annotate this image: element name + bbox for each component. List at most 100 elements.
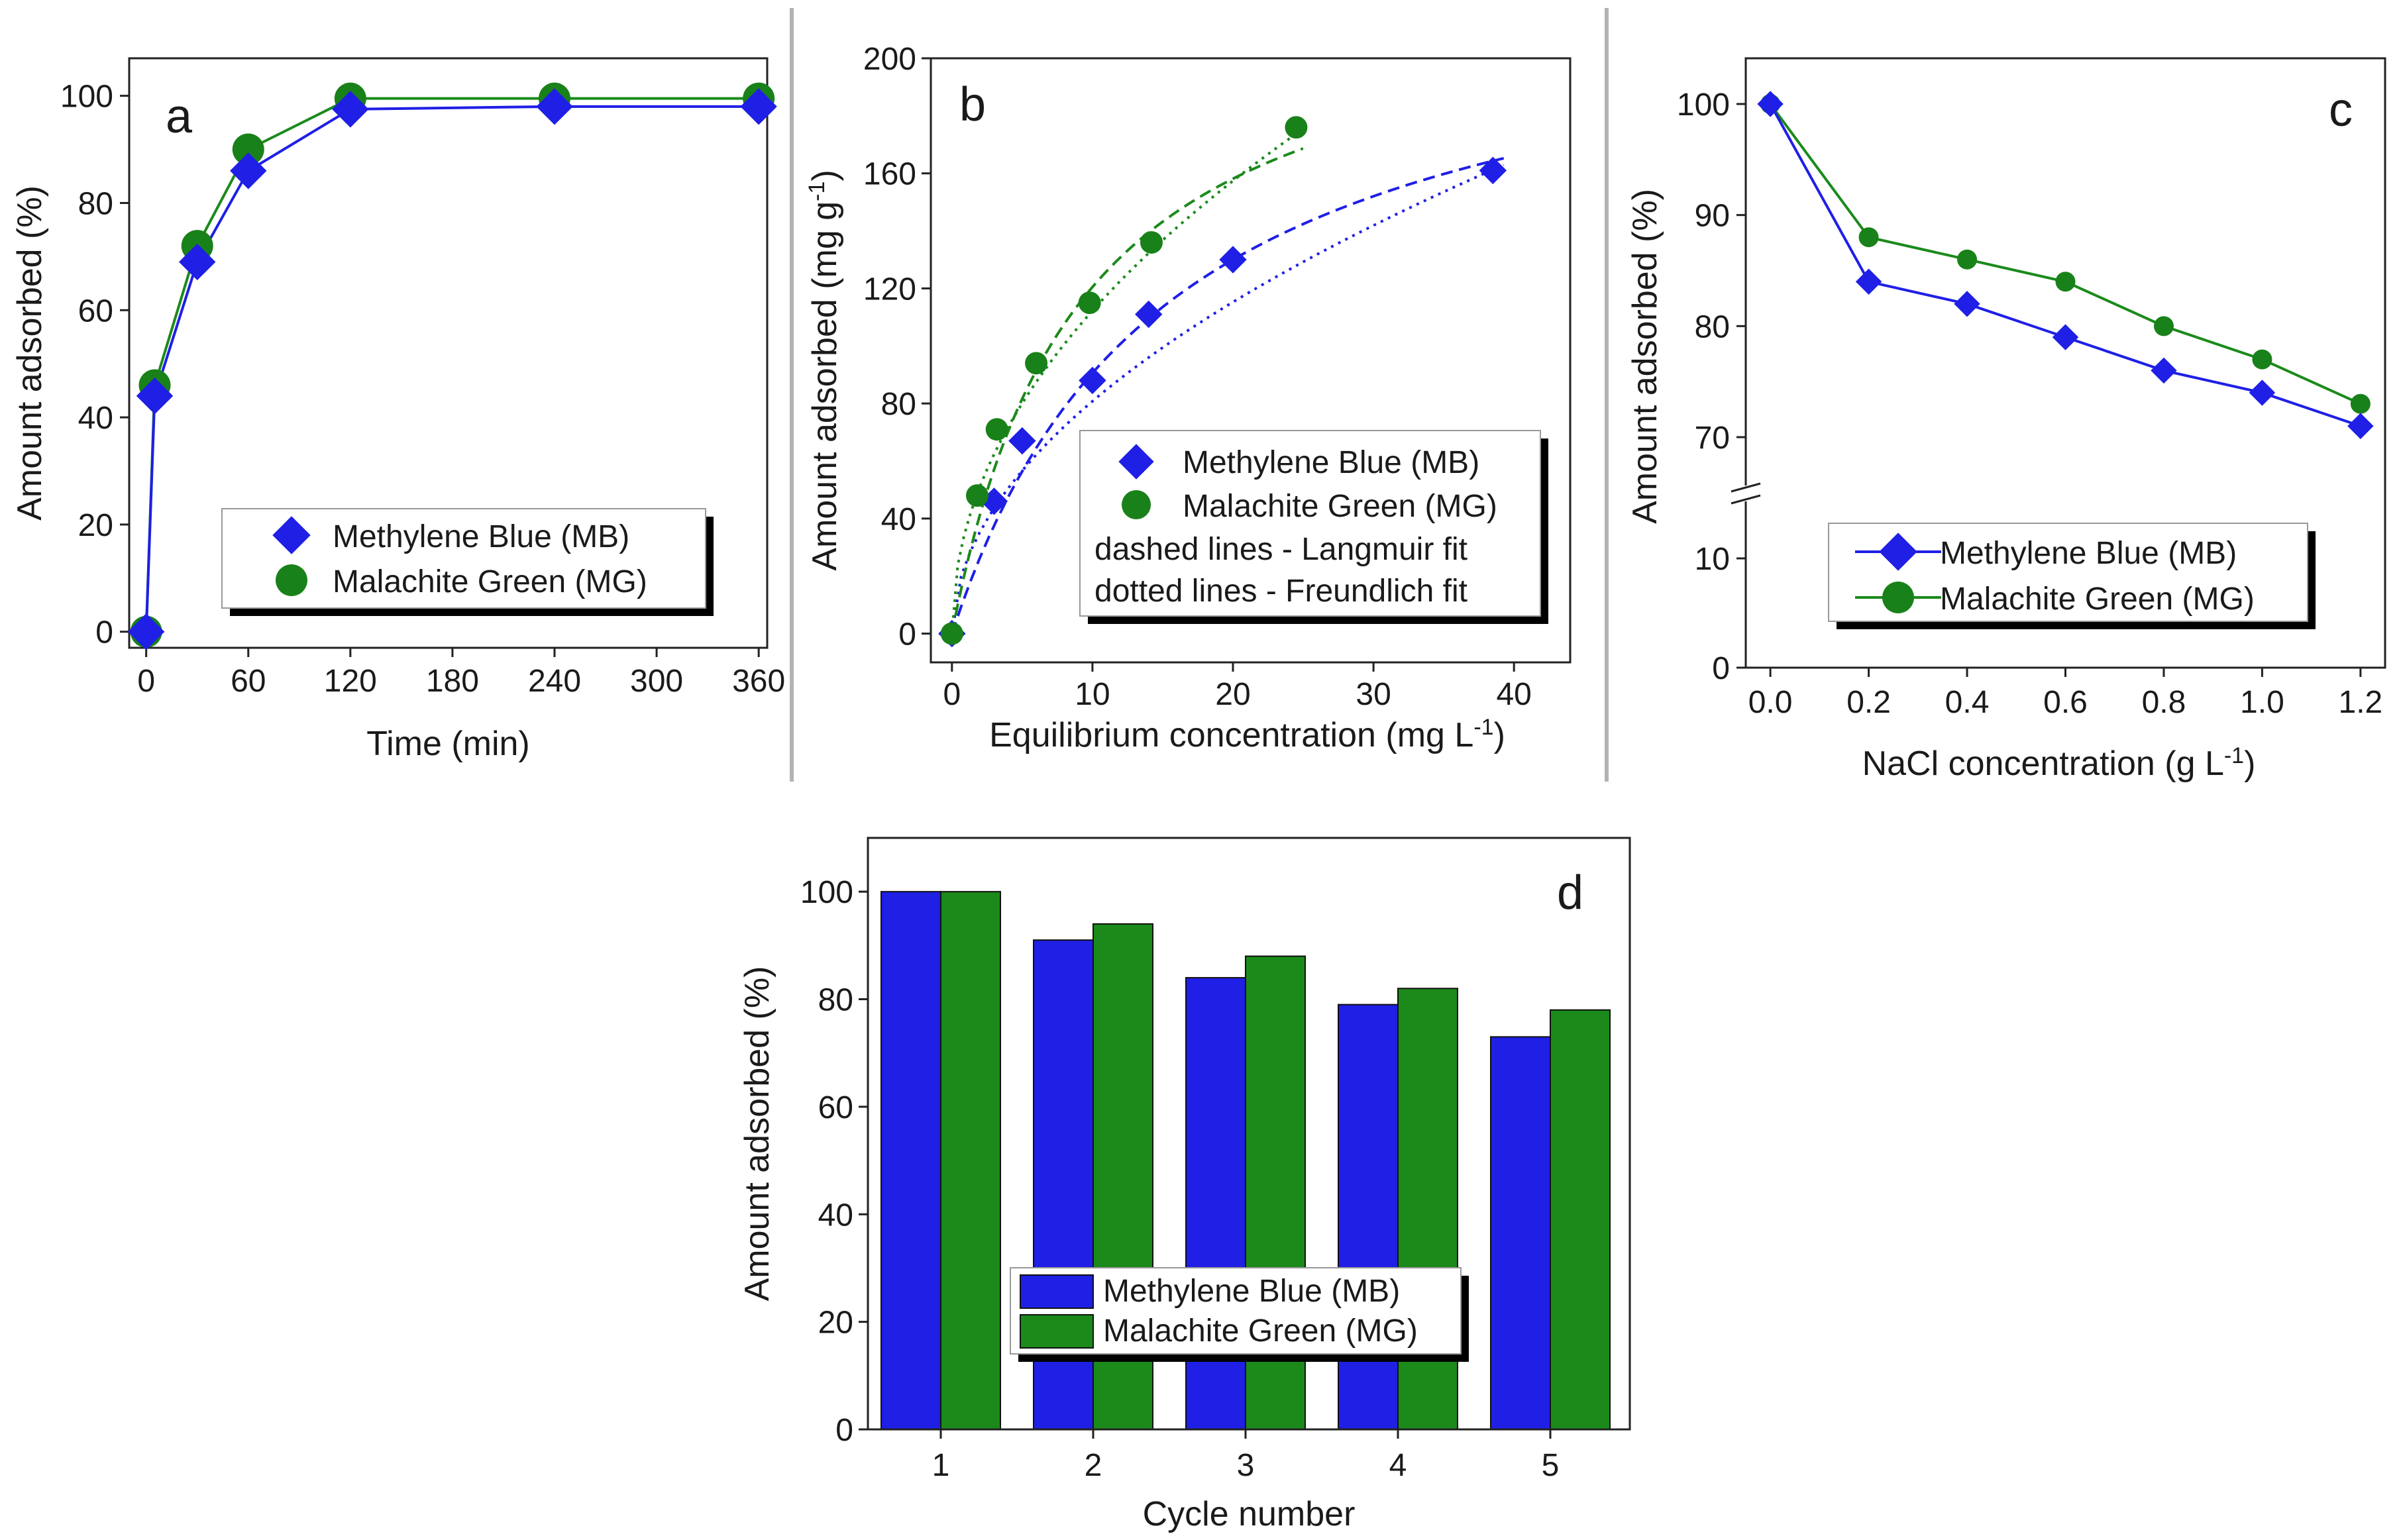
y-tick-label: 40 bbox=[818, 1198, 853, 1233]
x-tick-label: 20 bbox=[1215, 677, 1250, 712]
x-tick-label: 10 bbox=[1075, 677, 1110, 712]
bar-mg bbox=[940, 891, 1001, 1430]
x-tick-label: 0.2 bbox=[1846, 685, 1891, 720]
legend-label-mb: Methylene Blue (MB) bbox=[1103, 1274, 1400, 1309]
fit-curve-freundlich-mb bbox=[950, 164, 1505, 634]
y-axis-label: Amount adsorbed (mg g-1) bbox=[804, 170, 844, 570]
legend-swatch-mg bbox=[1020, 1314, 1094, 1349]
x-tick-label: 5 bbox=[1542, 1448, 1560, 1483]
bar-mb bbox=[880, 891, 941, 1430]
axis-break-mark bbox=[1731, 494, 1761, 505]
y-tick-label: 120 bbox=[863, 272, 916, 307]
x-tick-label: 300 bbox=[630, 664, 683, 699]
data-point-mg bbox=[1078, 291, 1101, 315]
data-point-mg bbox=[985, 418, 1008, 441]
x-tick-label: 0.6 bbox=[2043, 685, 2088, 720]
data-point-mb bbox=[536, 88, 573, 125]
data-point-mg bbox=[2153, 316, 2174, 336]
data-point-mb bbox=[332, 91, 369, 128]
bar-mg bbox=[1397, 988, 1458, 1430]
data-point-mg bbox=[2350, 393, 2371, 414]
series-line-mb bbox=[1769, 103, 2361, 428]
bar-mb bbox=[1338, 1003, 1399, 1431]
legend-box bbox=[1079, 430, 1541, 617]
y-tick-label: 80 bbox=[1695, 309, 1730, 344]
data-point-mg bbox=[1858, 227, 1879, 248]
data-point-mg bbox=[1957, 249, 1978, 270]
x-tick-label: 120 bbox=[324, 664, 377, 699]
y-tick-label: 160 bbox=[863, 157, 916, 192]
y-tick-label: 0 bbox=[95, 615, 113, 650]
x-axis-label-end: ) bbox=[1494, 716, 1505, 754]
data-point-mb bbox=[2347, 413, 2374, 439]
x-tick-label: 1.2 bbox=[2339, 685, 2383, 720]
data-point-mb bbox=[1219, 246, 1247, 274]
x-axis-label-main: Equilibrium concentration (mg L bbox=[989, 716, 1473, 754]
bar-mb bbox=[1490, 1036, 1551, 1430]
plot-frame bbox=[930, 57, 1572, 664]
x-axis-label-end: ) bbox=[2244, 744, 2255, 783]
x-tick-label: 30 bbox=[1356, 677, 1391, 712]
data-point-mg bbox=[232, 133, 264, 166]
legend-label-mg: Malachite Green (MG) bbox=[333, 564, 647, 599]
y-tick-label: 90 bbox=[1695, 199, 1730, 234]
y-tick-label: 100 bbox=[1677, 87, 1730, 123]
legend-marker-mg bbox=[1122, 490, 1151, 519]
x-axis-label: Time (min) bbox=[366, 725, 530, 763]
data-point-mb bbox=[2249, 380, 2276, 406]
x-tick-label: 360 bbox=[732, 664, 785, 699]
y-tick-label: 0 bbox=[898, 617, 916, 652]
x-axis-label-sup: -1 bbox=[1473, 715, 1493, 740]
panel-letter: d bbox=[1557, 866, 1583, 919]
data-point-mb bbox=[1855, 268, 1882, 295]
x-axis-label: Cycle number bbox=[1143, 1495, 1356, 1533]
data-point-mg bbox=[2055, 272, 2076, 292]
legend-label-mg: Malachite Green (MG) bbox=[1183, 489, 1497, 524]
y-tick-label: 80 bbox=[881, 387, 916, 422]
y-tick-label: 60 bbox=[78, 293, 113, 329]
data-point-mb bbox=[2052, 324, 2079, 350]
y-tick-label: 20 bbox=[78, 508, 113, 543]
data-point-mg bbox=[1285, 116, 1308, 139]
fit-curve-langmuir-mg bbox=[950, 147, 1304, 634]
data-point-mb bbox=[136, 378, 174, 415]
y-tick-label: 40 bbox=[881, 502, 916, 537]
x-tick-label: 180 bbox=[426, 664, 479, 699]
legend-marker-mg bbox=[276, 564, 307, 596]
legend-marker-mb bbox=[272, 516, 311, 554]
y-tick-label: 200 bbox=[863, 42, 916, 77]
legend-note-freundlich: dotted lines - Freundlich fit bbox=[1094, 574, 1467, 609]
x-axis-label-main: NaCl concentration (g L bbox=[1862, 744, 2224, 783]
y-tick-label: 10 bbox=[1695, 542, 1730, 577]
x-tick-label: 1 bbox=[932, 1448, 950, 1483]
legend-label-mg: Malachite Green (MG) bbox=[1940, 582, 2255, 617]
legend-label-mb: Methylene Blue (MB) bbox=[333, 519, 629, 554]
y-axis-label-main: Amount adsorbed (mg g bbox=[806, 201, 844, 571]
data-point-mb bbox=[1757, 91, 1784, 117]
fit-curve-freundlich-mg bbox=[950, 128, 1304, 634]
x-tick-label: 1.0 bbox=[2240, 685, 2284, 720]
y-tick-label: 100 bbox=[800, 875, 853, 910]
y-tick-label: 80 bbox=[78, 186, 113, 221]
y-tick-label: 100 bbox=[60, 79, 113, 115]
data-point-mg bbox=[940, 622, 963, 645]
x-tick-label: 2 bbox=[1085, 1448, 1102, 1483]
chart-panel-b: 0 10 20 30 40 0 40 80 120 160 200 Equilibrium conce… bbox=[804, 42, 1572, 754]
data-point-mb bbox=[1479, 156, 1507, 185]
x-tick-label: 240 bbox=[528, 664, 581, 699]
legend-marker-mb bbox=[1879, 533, 1917, 571]
x-tick-label: 40 bbox=[1496, 677, 1531, 712]
chart-panel-c: 0.0 0.2 0.4 0.6 0.8 1.0 1.2 70 80 90 100 0 10 NaCl co… bbox=[1626, 57, 2386, 783]
x-tick-label: 0.0 bbox=[1748, 685, 1793, 720]
data-point-mg bbox=[1140, 231, 1163, 254]
legend-note-langmuir: dashed lines - Langmuir fit bbox=[1094, 532, 1467, 567]
y-axis-label-end: ) bbox=[806, 170, 844, 181]
legend-label-mb: Methylene Blue (MB) bbox=[1940, 536, 2237, 571]
y-tick-label: 40 bbox=[78, 401, 113, 436]
legend-swatch-mb bbox=[1020, 1274, 1094, 1309]
legend-marker-mb bbox=[1118, 444, 1154, 480]
y-tick-label: 70 bbox=[1695, 421, 1730, 456]
data-point-mg bbox=[1025, 352, 1048, 375]
chart-panel-d: 1 2 3 4 5 0 20 40 60 80 100 Cycle number Amount adso… bbox=[738, 837, 1631, 1533]
data-point-mb bbox=[1008, 427, 1036, 455]
